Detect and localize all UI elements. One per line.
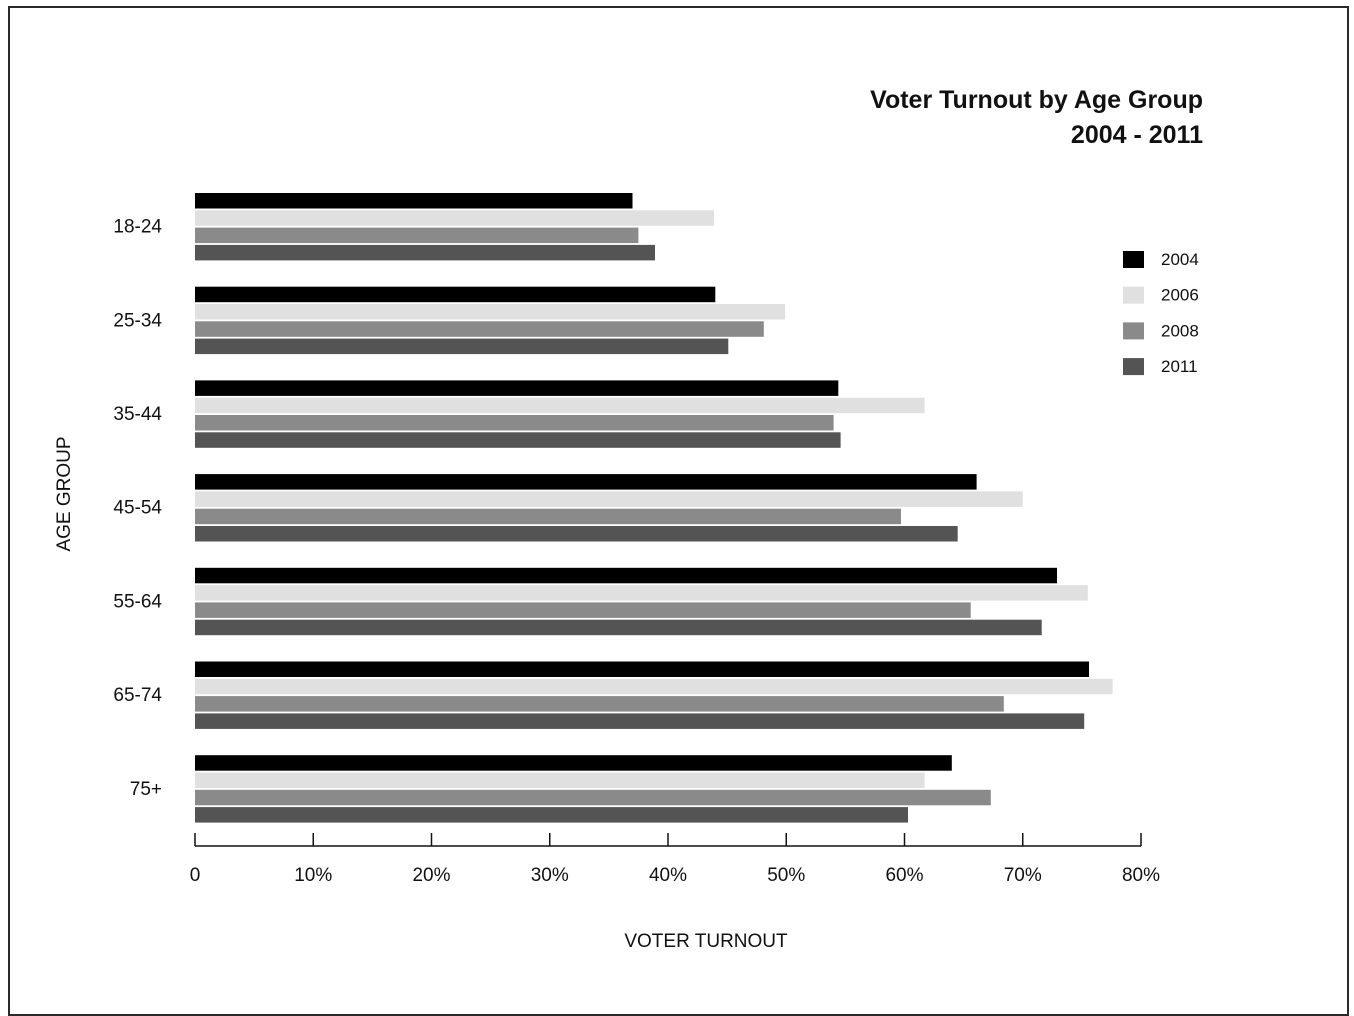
category-label: 18-24 [113,217,162,238]
bar-45-54-2006 [195,491,1023,507]
bar-75+-2004 [195,755,952,771]
x-tick-label: 60% [885,865,923,886]
bar-45-54-2004 [195,474,977,490]
bar-65-74-2004 [195,661,1089,677]
bar-25-34-2004 [195,286,716,303]
category-label: 35-44 [113,404,162,425]
bar-55-64-2008 [195,602,971,618]
chart-title: Voter Turnout by Age Group [870,86,1203,114]
bar-55-64-2011 [195,619,1042,636]
category-label: 25-34 [113,310,162,331]
bar-65-74-2006 [195,678,1113,695]
bar-18-24-2006 [195,210,715,226]
x-tick-label: 50% [767,865,805,886]
bar-65-74-2008 [195,696,1004,712]
legend-label: 2008 [1161,321,1199,340]
legend-label: 2004 [1161,250,1199,269]
chart-subtitle: 2004 - 2011 [1071,121,1203,149]
legend-swatch-2004 [1123,251,1144,268]
x-tick-label: 10% [294,865,332,886]
bar-18-24-2008 [195,227,639,244]
x-tick-label: 70% [1004,865,1042,886]
legend-swatch-2008 [1123,322,1144,340]
x-tick-label: 0 [190,865,201,886]
bar-75+-2008 [195,789,991,806]
bar-35-44-2006 [195,397,925,414]
category-label: 55-64 [113,591,162,612]
bar-45-54-2011 [195,526,958,542]
legend-label: 2006 [1161,286,1199,305]
x-tick-label: 80% [1122,865,1160,886]
legend-label: 2011 [1161,357,1198,376]
y-axis-label: AGE GROUP [54,436,75,551]
x-axis-ticks: 0 10% 20% 30% 40% 50% 60% 70% 80% [190,833,1160,886]
category-label: 65-74 [113,685,162,706]
category-label: 45-54 [113,498,162,519]
bar-25-34-2008 [195,321,764,337]
bar-25-34-2006 [195,304,786,320]
bar-18-24-2004 [195,193,633,209]
bar-35-44-2008 [195,415,834,431]
bar-18-24-2011 [195,244,655,261]
bar-45-54-2008 [195,508,901,525]
legend-swatch-2006 [1123,286,1144,304]
x-tick-label: 30% [531,865,569,886]
legend: 2004 2006 2008 2011 [1123,250,1199,376]
bar-65-74-2011 [195,713,1085,729]
legend-swatch-2011 [1123,358,1144,376]
bar-75+-2006 [195,772,925,788]
bar-55-64-2004 [195,567,1057,584]
category-labels: 18-24 25-34 35-44 45-54 55-64 65-74 75+ [113,217,162,800]
bar-layer [195,193,1113,823]
bar-55-64-2006 [195,585,1088,601]
bar-35-44-2004 [195,380,839,396]
bar-35-44-2011 [195,432,841,448]
bar-25-34-2011 [195,338,729,355]
x-axis-label: VOTER TURNOUT [624,931,788,952]
x-tick-label: 40% [649,865,687,886]
bar-75+-2011 [195,807,908,823]
category-label: 75+ [130,779,162,800]
x-tick-label: 20% [412,865,450,886]
